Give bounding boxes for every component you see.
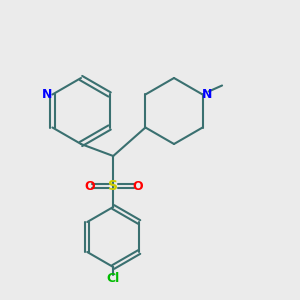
Text: N: N — [42, 88, 52, 101]
Text: O: O — [132, 179, 142, 193]
Text: N: N — [202, 88, 212, 101]
Text: O: O — [84, 179, 94, 193]
Text: S: S — [108, 179, 118, 193]
Text: Cl: Cl — [106, 272, 120, 286]
